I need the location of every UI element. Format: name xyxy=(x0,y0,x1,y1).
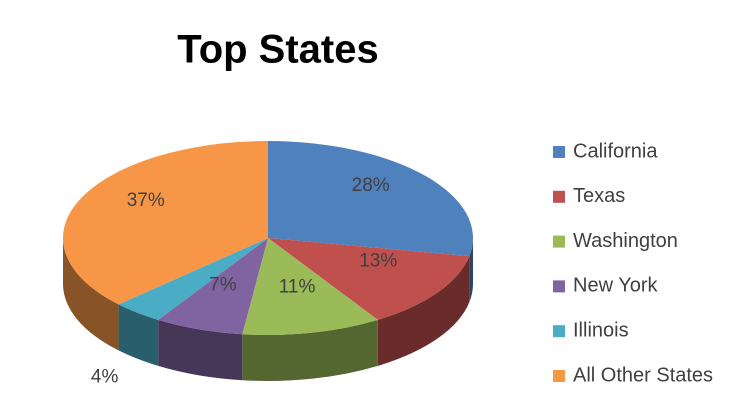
data-label: 7% xyxy=(209,274,237,295)
chart-title: Top States xyxy=(177,28,379,72)
legend-label: Washington xyxy=(573,230,678,252)
slice xyxy=(268,141,474,257)
legend-swatch xyxy=(553,146,565,158)
slice xyxy=(242,238,378,336)
slice-side xyxy=(242,319,378,382)
legend-swatch xyxy=(553,280,565,293)
slice xyxy=(62,141,268,305)
data-label: 4% xyxy=(91,366,119,387)
legend-swatch xyxy=(553,235,565,248)
legend-label: All Other States xyxy=(573,364,713,386)
legend-label: Illinois xyxy=(573,319,629,341)
slice-side xyxy=(62,238,119,351)
slice-side xyxy=(377,256,470,366)
slice-side xyxy=(118,304,159,366)
legend-label: Texas xyxy=(573,185,625,207)
data-label: 37% xyxy=(127,190,165,211)
data-label: 11% xyxy=(279,277,316,298)
legend-swatch xyxy=(553,370,565,382)
legend-swatch xyxy=(553,190,565,203)
slice-side xyxy=(158,319,243,381)
legend-swatch xyxy=(553,325,565,338)
legend-label: New York xyxy=(573,275,658,297)
slice xyxy=(268,238,470,320)
slice xyxy=(118,238,268,320)
data-label: 28% xyxy=(352,175,390,196)
slice xyxy=(158,238,268,335)
legend-label: California xyxy=(573,140,658,162)
slice-side xyxy=(469,238,473,303)
data-label: 13% xyxy=(359,250,397,271)
